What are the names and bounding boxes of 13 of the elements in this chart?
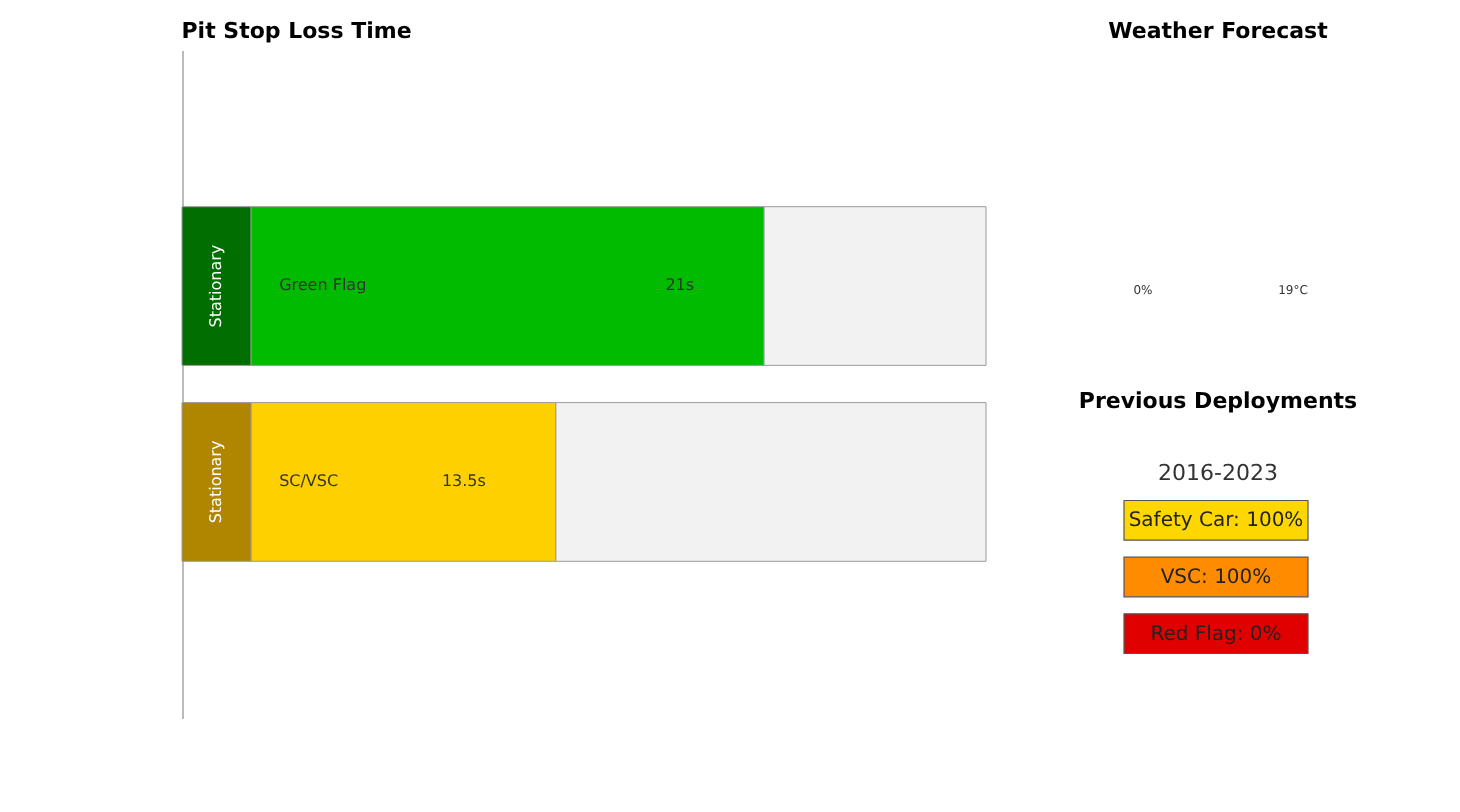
series-label: Stationary [206,244,225,328]
category-label: Safety Car: 100% [1128,510,1304,533]
category-label: VSC: 100% [1160,567,1272,589]
category-label: Red Flag: 0% [1150,623,1282,646]
text: Weather Forecast [1108,18,1328,44]
annotation: 13.5s [441,471,486,490]
text: Stationary [206,440,225,524]
text: Previous Deployments [1078,388,1359,414]
chart-title: Pit Stop Loss Time [181,18,412,44]
category-label: SC/VSC [279,471,339,490]
text: 2016-2023 [1158,460,1278,486]
annotation: 21s [665,276,695,295]
category-label: Green Flag [279,276,367,295]
